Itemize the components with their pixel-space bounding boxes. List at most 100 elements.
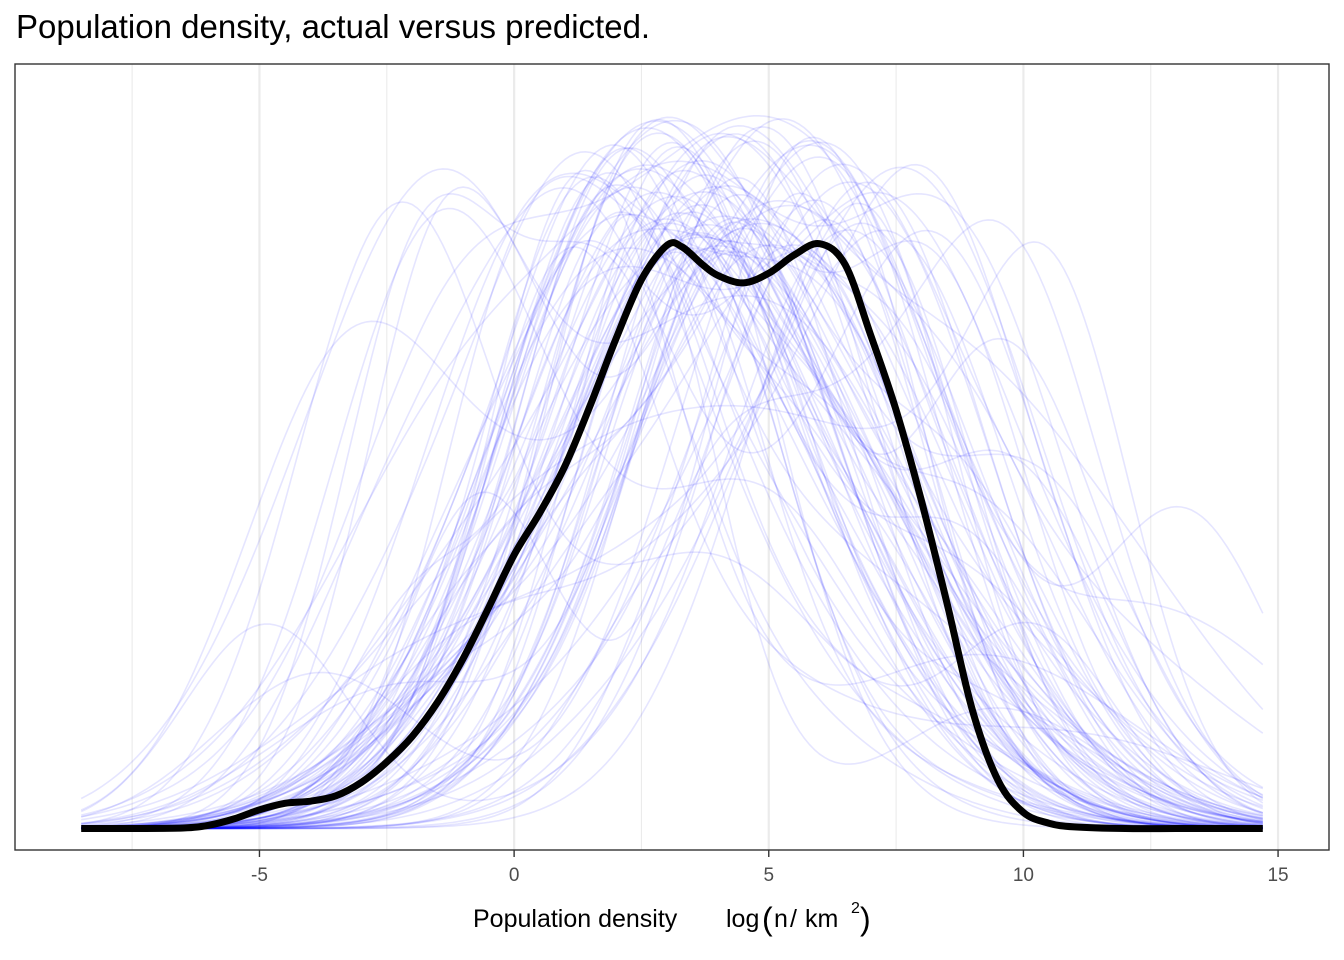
predicted-density-curve bbox=[81, 124, 1263, 830]
x-tick-label: -5 bbox=[251, 865, 268, 886]
predicted-density-curve bbox=[81, 164, 1263, 830]
predicted-density-curve bbox=[81, 218, 1263, 830]
x-axis-title: Population density log ( n / km 2 ) bbox=[473, 900, 871, 937]
x-tick-label: 10 bbox=[1013, 865, 1034, 886]
predicted-density-curve bbox=[81, 147, 1263, 829]
predicted-density-curve bbox=[81, 204, 1263, 830]
predicted-density-curve bbox=[81, 202, 1263, 830]
predicted-density-curve bbox=[81, 239, 1263, 830]
x-axis-unit-exponent: 2 bbox=[851, 900, 860, 917]
predicted-density-curve bbox=[81, 219, 1264, 830]
predicted-density-curve bbox=[81, 193, 1263, 830]
predicted-density-curve bbox=[81, 215, 1263, 828]
x-axis-unit-denominator: km bbox=[805, 905, 838, 933]
predicted-density-curve bbox=[81, 169, 1264, 830]
major-gridlines bbox=[258, 64, 1280, 850]
predicted-density-curve bbox=[81, 227, 1263, 830]
predicted-density-curve bbox=[81, 218, 1264, 830]
predicted-density-curve bbox=[81, 251, 1263, 829]
predicted-density-curve bbox=[81, 193, 1264, 830]
predicted-density-curve bbox=[81, 135, 1264, 830]
x-axis-unit-numerator: n bbox=[774, 905, 788, 933]
predicted-density-curve bbox=[81, 150, 1263, 829]
chart-title: Population density, actual versus predic… bbox=[16, 8, 651, 45]
predicted-density-curve bbox=[81, 176, 1263, 830]
predicted-density-curve bbox=[81, 192, 1263, 830]
x-tick-label: 15 bbox=[1267, 865, 1288, 886]
predicted-density-curve bbox=[81, 126, 1263, 827]
predicted-density-curve bbox=[81, 147, 1263, 829]
predicted-density-curve bbox=[81, 203, 1264, 830]
predicted-density-curve bbox=[81, 201, 1263, 825]
predicted-density-curve bbox=[81, 191, 1263, 830]
predicted-density-curve bbox=[81, 222, 1263, 830]
predicted-density-curve bbox=[81, 227, 1263, 830]
predicted-density-curve bbox=[81, 175, 1263, 830]
predicted-density-curve bbox=[81, 229, 1263, 821]
predicted-density-curve bbox=[81, 211, 1263, 829]
predicted-density-curve bbox=[81, 213, 1263, 829]
predicted-density-curve bbox=[81, 144, 1263, 829]
predicted-density-curve bbox=[81, 247, 1263, 830]
predicted-density-curve bbox=[81, 172, 1263, 829]
predicted-density-curve bbox=[80, 229, 1263, 823]
predicted-density-curve bbox=[81, 116, 1264, 830]
predicted-density-curve bbox=[81, 207, 1263, 830]
predicted-density-curve bbox=[81, 251, 1263, 829]
predicted-density-curve bbox=[81, 213, 1263, 830]
predicted-density-curve bbox=[81, 132, 1263, 830]
predicted-density-curve bbox=[80, 168, 1263, 827]
predicted-density-curve bbox=[81, 169, 1263, 830]
predicted-density-curve bbox=[81, 186, 1264, 830]
predicted-density-curve bbox=[81, 246, 1264, 830]
predicted-density-curve bbox=[81, 133, 1263, 830]
x-axis-log-func: log bbox=[726, 905, 759, 933]
predicted-density-curve bbox=[81, 160, 1264, 816]
predicted-density-curve bbox=[81, 139, 1264, 818]
panel-border bbox=[14, 63, 1330, 851]
x-axis-paren-open: ( bbox=[762, 901, 773, 937]
predicted-density-curve bbox=[81, 199, 1263, 830]
predicted-density-curve bbox=[81, 247, 1263, 830]
predicted-density-curve bbox=[81, 144, 1263, 829]
predicted-density-curve bbox=[81, 140, 1263, 830]
observed-density-line bbox=[81, 239, 1263, 833]
predicted-density-curve bbox=[81, 176, 1263, 830]
predicted-density-curve bbox=[80, 118, 1263, 816]
predicted-density-curve bbox=[81, 159, 1263, 826]
predicted-density-curve bbox=[81, 118, 1263, 830]
x-axis-title-text: Population density bbox=[473, 905, 678, 933]
predicted-density-curve bbox=[81, 174, 1263, 830]
predicted-density-curve bbox=[81, 244, 1263, 830]
predicted-density-curve bbox=[81, 221, 1263, 830]
predicted-density-curve bbox=[81, 217, 1263, 830]
predicted-density-curve bbox=[81, 244, 1263, 830]
predicted-density-curve bbox=[81, 239, 1263, 830]
x-axis-ticks bbox=[258, 850, 1279, 857]
predicted-density-curve bbox=[81, 181, 1263, 830]
predicted-density-curve bbox=[81, 218, 1263, 829]
predicted-density-curve bbox=[81, 222, 1263, 830]
predicted-density-curve bbox=[81, 115, 1263, 824]
predicted-density-curve bbox=[81, 247, 1263, 830]
predicted-density-curve bbox=[81, 132, 1264, 830]
predicted-density-curve bbox=[81, 186, 1263, 830]
predicted-density-curve bbox=[81, 181, 1263, 830]
predicted-density-curve bbox=[81, 222, 1263, 830]
predicted-density-curve bbox=[81, 241, 1264, 825]
x-axis-paren-close: ) bbox=[860, 901, 871, 937]
predicted-density-curve bbox=[81, 212, 1263, 830]
predicted-density-curve bbox=[81, 163, 1264, 829]
predicted-density-curve bbox=[81, 244, 1263, 830]
minor-gridlines bbox=[131, 64, 1152, 850]
x-axis-tick-labels: -5 0 5 10 15 bbox=[251, 865, 1289, 886]
predicted-density-curve bbox=[81, 120, 1263, 829]
x-axis-unit-slash: / bbox=[790, 905, 797, 933]
predicted-density-curve bbox=[81, 186, 1263, 829]
predicted-density-curve bbox=[81, 136, 1263, 830]
x-tick-label: 5 bbox=[763, 865, 774, 886]
predicted-density-curve bbox=[81, 187, 1263, 828]
predicted-density-curve bbox=[81, 199, 1264, 829]
x-tick-label: 0 bbox=[509, 865, 520, 886]
